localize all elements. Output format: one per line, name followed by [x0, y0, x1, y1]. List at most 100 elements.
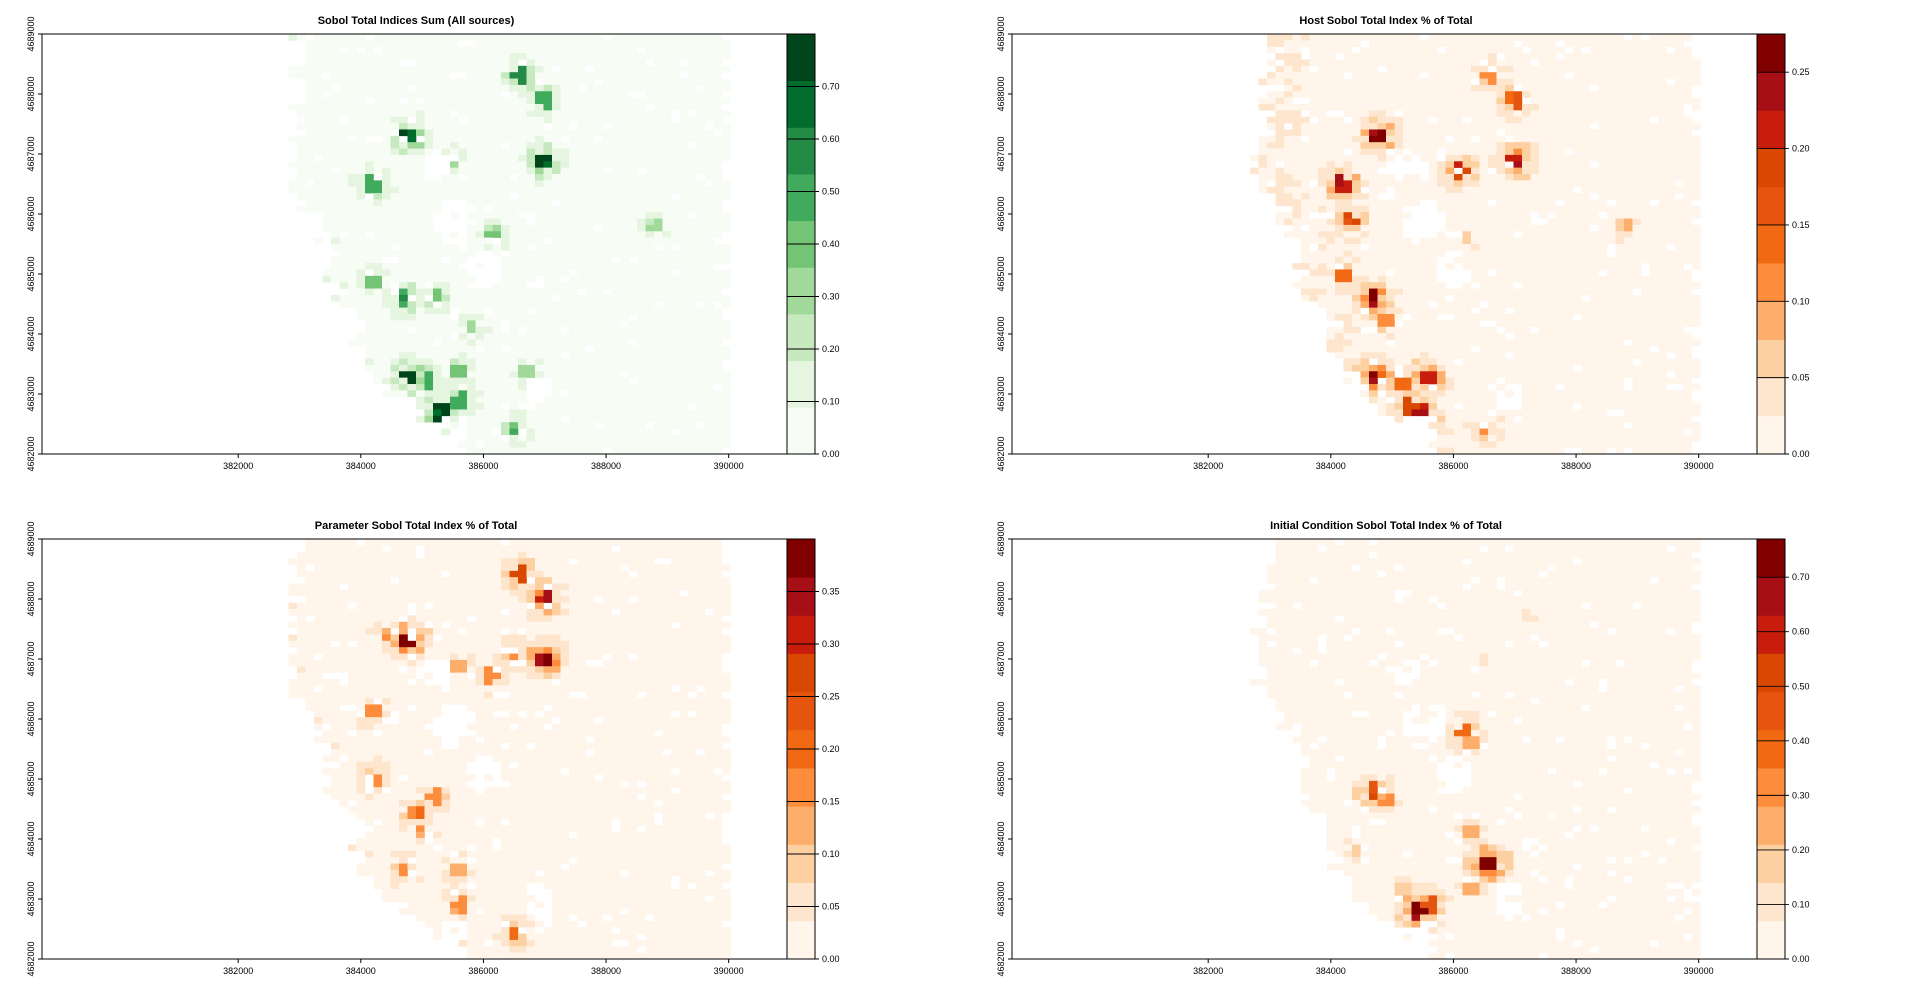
raster-cell — [374, 129, 383, 136]
raster-cell — [1403, 79, 1412, 86]
raster-cell — [331, 212, 340, 219]
raster-cell — [493, 244, 502, 251]
raster-cell — [1548, 314, 1557, 321]
raster-cell — [1454, 219, 1463, 226]
raster-cell — [1590, 327, 1599, 334]
raster-cell — [569, 416, 578, 423]
raster-cell — [1369, 136, 1378, 143]
raster-cell — [1641, 308, 1650, 315]
raster-cell — [680, 136, 689, 143]
raster-cell — [1378, 263, 1387, 270]
raster-cell — [408, 314, 417, 321]
raster-cell — [501, 371, 510, 378]
raster-cell — [425, 384, 434, 391]
raster-cell — [459, 66, 468, 73]
raster-cell — [1327, 53, 1336, 60]
raster-cell — [714, 123, 723, 130]
raster-cell — [493, 59, 502, 66]
raster-cell — [671, 416, 680, 423]
raster-cell — [1378, 308, 1387, 315]
raster-cell — [1437, 136, 1446, 143]
raster-cell — [1599, 47, 1608, 54]
raster-cell — [603, 282, 612, 289]
raster-cell — [450, 129, 459, 136]
raster-cell — [399, 390, 408, 397]
raster-cell — [586, 289, 595, 296]
raster-cell — [374, 333, 383, 340]
raster-cell — [501, 40, 510, 47]
raster-cell — [510, 371, 519, 378]
raster-cell — [586, 59, 595, 66]
raster-cell — [620, 333, 629, 340]
raster-cell — [1352, 168, 1361, 175]
raster-cell — [1293, 110, 1302, 117]
raster-cell — [518, 435, 527, 442]
raster-cell — [1684, 238, 1693, 245]
raster-cell — [297, 123, 306, 130]
raster-cell — [1522, 276, 1531, 283]
raster-cell — [646, 180, 655, 187]
raster-cell — [1650, 269, 1659, 276]
raster-cell — [1480, 269, 1489, 276]
raster-cell — [1386, 40, 1395, 47]
raster-cell — [586, 136, 595, 143]
raster-cell — [1590, 149, 1599, 156]
raster-cell — [459, 123, 468, 130]
raster-cell — [1284, 212, 1293, 219]
raster-cell — [595, 206, 604, 213]
raster-cell — [408, 72, 417, 79]
raster-cell — [569, 409, 578, 416]
raster-cell — [1633, 244, 1642, 251]
raster-cell — [1497, 104, 1506, 111]
raster-cell — [382, 339, 391, 346]
raster-cell — [1667, 149, 1676, 156]
raster-cell — [697, 104, 706, 111]
raster-cell — [663, 339, 672, 346]
raster-cell — [705, 212, 714, 219]
raster-cell — [1318, 187, 1327, 194]
raster-cell — [1531, 263, 1540, 270]
raster-cell — [603, 129, 612, 136]
raster-cell — [484, 79, 493, 86]
raster-cell — [1522, 104, 1531, 111]
raster-cell — [1463, 53, 1472, 60]
raster-cell — [1616, 59, 1625, 66]
raster-cell — [1310, 85, 1319, 92]
raster-cell — [688, 66, 697, 73]
raster-cell — [671, 142, 680, 149]
raster-cell — [637, 187, 646, 194]
raster-cell — [1675, 110, 1684, 117]
raster-cell — [1582, 257, 1591, 264]
raster-cell — [646, 365, 655, 372]
raster-cell — [357, 269, 366, 276]
raster-cell — [688, 174, 697, 181]
raster-cell — [705, 250, 714, 257]
raster-cell — [1437, 174, 1446, 181]
raster-cell — [365, 85, 374, 92]
raster-cell — [586, 409, 595, 416]
raster-cell — [382, 371, 391, 378]
raster-cell — [1318, 149, 1327, 156]
raster-cell — [357, 123, 366, 130]
raster-cell — [425, 117, 434, 124]
raster-cell — [314, 123, 323, 130]
raster-cell — [1412, 327, 1421, 334]
raster-cell — [637, 66, 646, 73]
raster-cell — [399, 91, 408, 98]
raster-cell — [518, 416, 527, 423]
raster-cell — [705, 416, 714, 423]
raster-cell — [1531, 91, 1540, 98]
raster-cell — [459, 359, 468, 366]
raster-cell — [340, 219, 349, 226]
raster-cell — [578, 441, 587, 448]
raster-cell — [612, 34, 621, 41]
raster-cell — [714, 59, 723, 66]
raster-cell — [1267, 79, 1276, 86]
raster-cell — [450, 193, 459, 200]
raster-cell — [1624, 161, 1633, 168]
raster-cell — [484, 187, 493, 194]
raster-cell — [646, 212, 655, 219]
raster-cell — [688, 85, 697, 92]
raster-cell — [1624, 206, 1633, 213]
raster-cell — [1327, 91, 1336, 98]
